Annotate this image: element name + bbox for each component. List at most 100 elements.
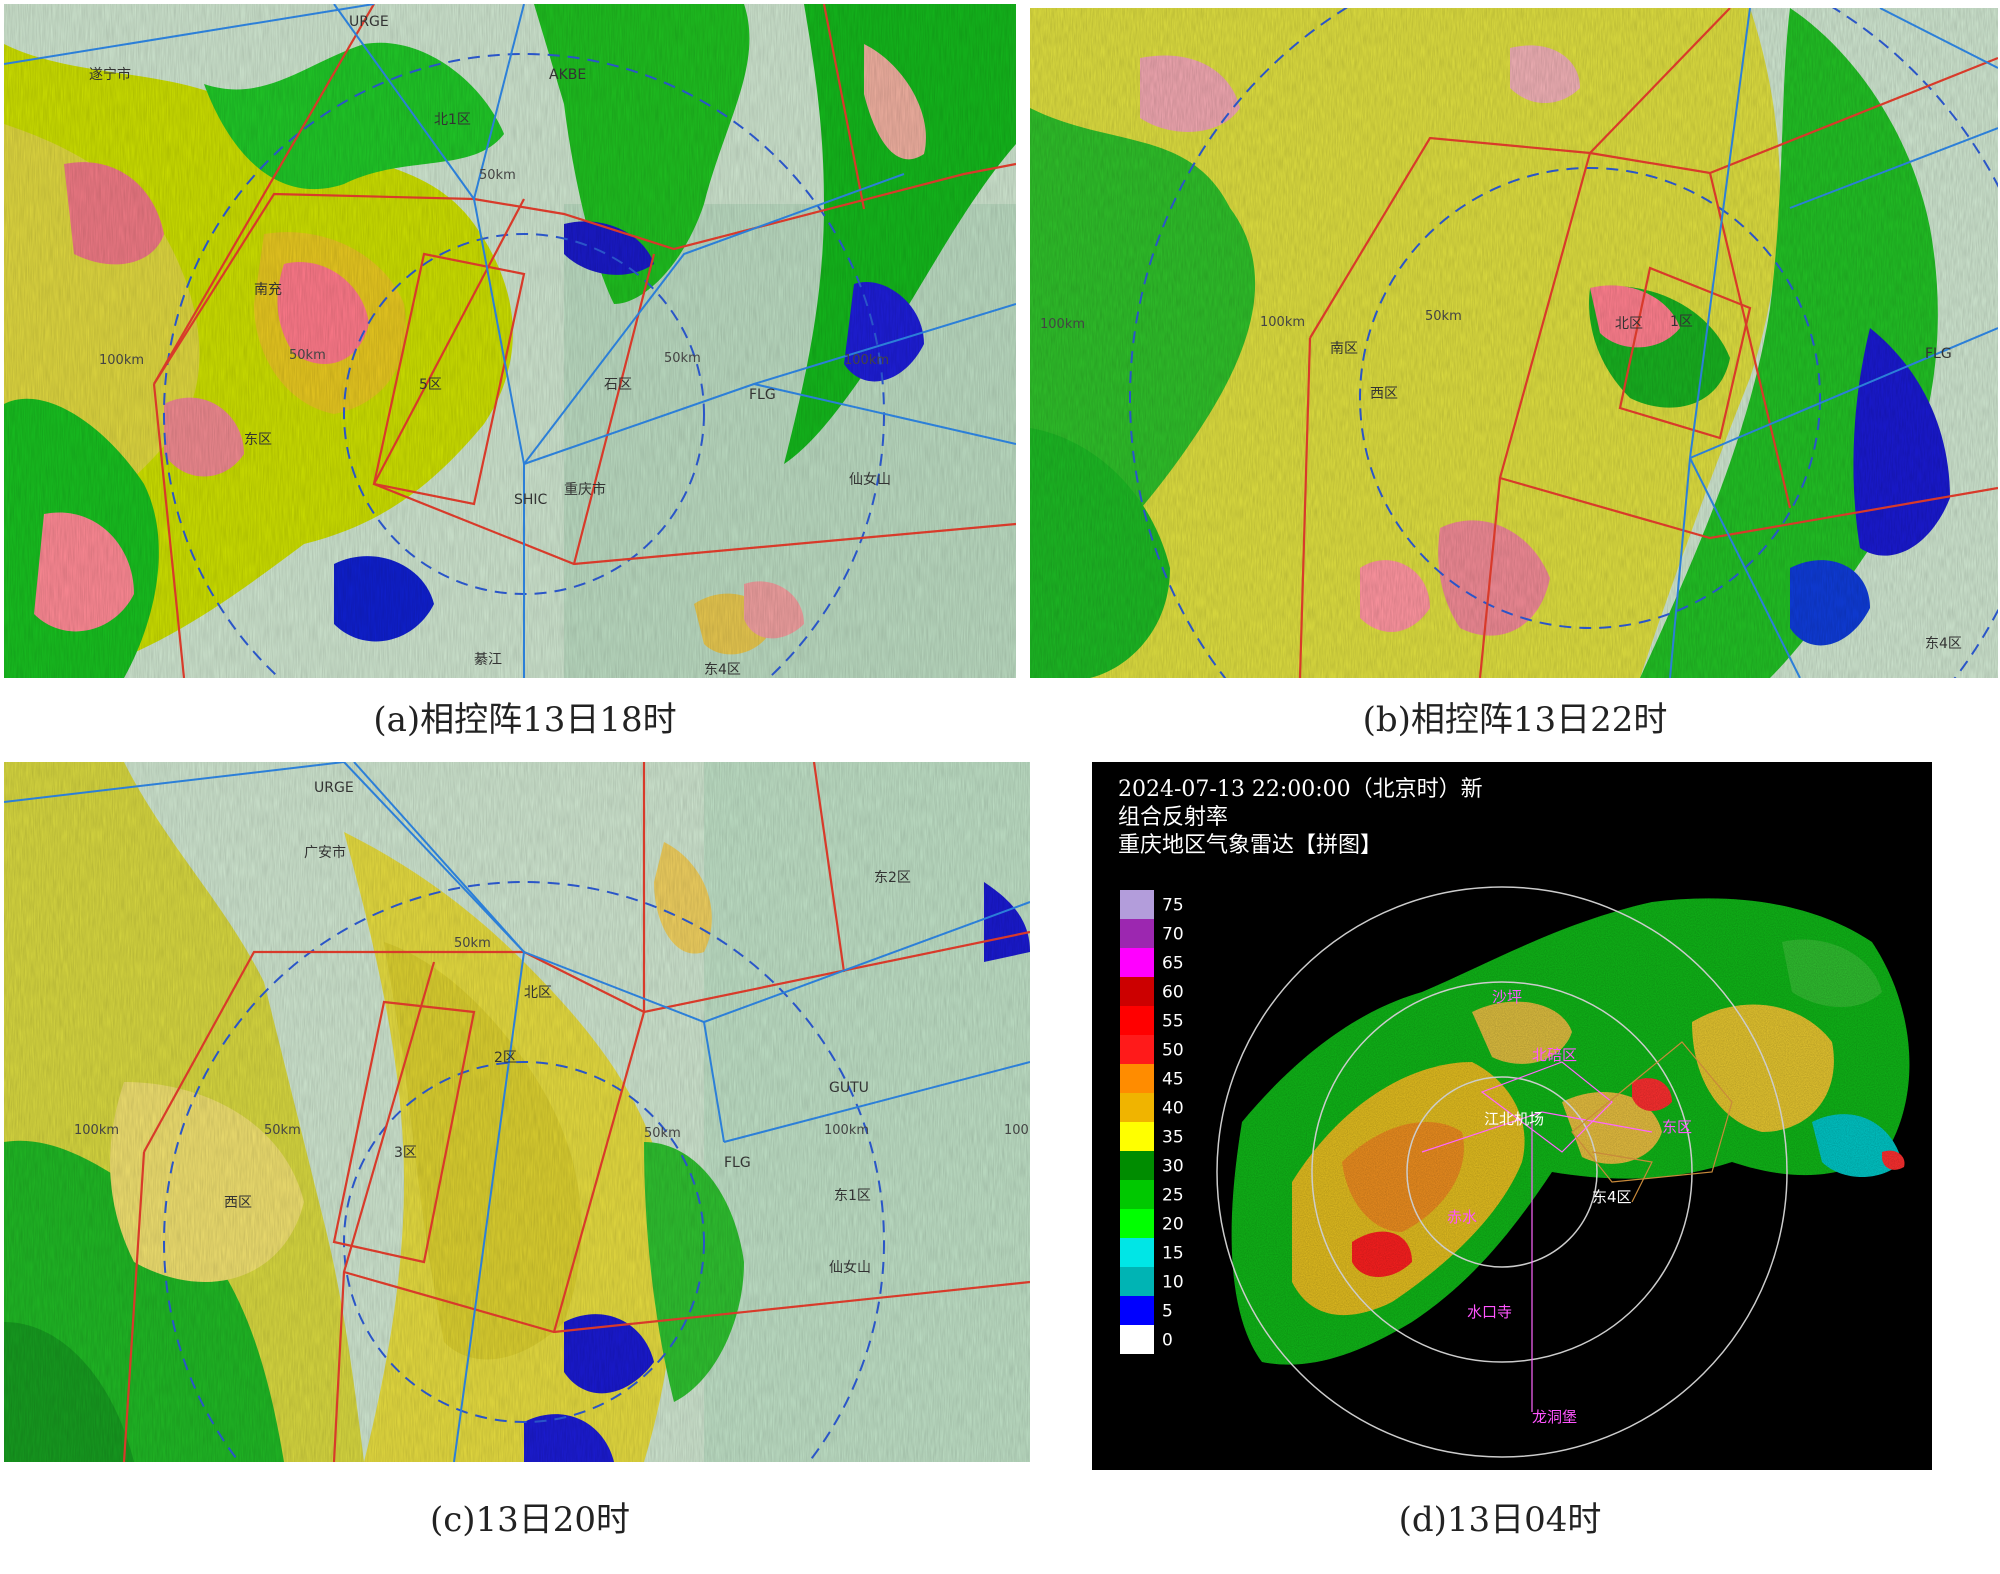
legend-value: 45: [1162, 1070, 1184, 1090]
zone-lines: [1571, 1041, 1733, 1203]
caption-d: (d)13日04时: [1398, 1500, 1602, 1540]
legend-swatch: [1120, 1006, 1154, 1035]
range-label: 100km: [1004, 1123, 1030, 1138]
range-label: 50km: [289, 348, 326, 363]
range-rings: [163, 881, 885, 1462]
site-label: 赤水: [1447, 1208, 1477, 1226]
range-label: 100km: [844, 353, 889, 368]
caption-a: (a)相控阵13日18时: [373, 700, 677, 740]
range-label: 100km: [1040, 317, 1085, 332]
place-label: 綦江: [474, 652, 502, 668]
radar-panel-d: 2024-07-13 22:00:00（北京时）新 组合反射率 重庆地区气象雷达…: [1092, 762, 1932, 1470]
place-labels-c: URGE 广安市 东2区 50km 北区 2区 GUTU 100km FLG 东…: [74, 780, 911, 1276]
range-label: 100km: [1260, 315, 1305, 330]
legend-value: 35: [1162, 1128, 1184, 1148]
place-labels-b: 南区 北区 西区 1区 东4区 FLG: [1330, 314, 1962, 652]
place-label: 50km: [264, 1123, 301, 1138]
place-label: GUTU: [829, 1080, 869, 1096]
legend-value: 70: [1162, 925, 1184, 945]
site-label: 江北机场: [1484, 1110, 1544, 1128]
radar-network: [1669, 8, 1998, 678]
place-label: 南充: [254, 282, 282, 298]
legend-value: 75: [1162, 896, 1184, 916]
site-label: 北碚区: [1532, 1046, 1577, 1064]
place-label: AKBE: [549, 67, 586, 83]
place-label: 重庆市: [564, 481, 606, 498]
radar-image-d: 2024-07-13 22:00:00（北京时）新 组合反射率 重庆地区气象雷达…: [1092, 762, 1932, 1470]
site-label: 龙洞堡: [1532, 1408, 1577, 1426]
site-label: 沙坪: [1492, 988, 1522, 1006]
place-label: 遂宁市: [89, 66, 131, 83]
legend-value: 60: [1162, 983, 1184, 1003]
legend-swatch: [1120, 1267, 1154, 1296]
place-label: 100km: [824, 1123, 869, 1138]
legend-swatch: [1120, 977, 1154, 1006]
legend-swatch: [1120, 1151, 1154, 1180]
legend-swatch: [1120, 1296, 1154, 1325]
range-label: 50km: [664, 351, 701, 366]
legend-value: 0: [1162, 1331, 1173, 1351]
place-label: 1区: [1670, 314, 1693, 330]
place-label: 石区: [604, 377, 632, 393]
place-label: URGE: [314, 780, 354, 796]
legend-swatch: [1120, 1209, 1154, 1238]
place-label: 100km: [74, 1123, 119, 1138]
place-label: 5区: [419, 377, 442, 393]
radar-image-c: URGE 广安市 东2区 50km 北区 2区 GUTU 100km FLG 东…: [4, 762, 1030, 1462]
place-label: 3区: [394, 1145, 417, 1161]
legend-value: 50: [1162, 1041, 1184, 1061]
caption-b: (b)相控阵13日22时: [1362, 700, 1668, 740]
place-label: 西区: [224, 1195, 252, 1211]
radar-network: [4, 4, 1016, 678]
place-label: 2区: [494, 1050, 517, 1066]
caption-c: (c)13日20时: [429, 1500, 631, 1540]
place-label: 南区: [1330, 341, 1358, 357]
legend-value: 30: [1162, 1157, 1184, 1177]
legend-value: 20: [1162, 1215, 1184, 1235]
range-label: 50km: [479, 168, 516, 183]
legend-swatch: [1120, 1238, 1154, 1267]
range-label: 100km: [99, 353, 144, 368]
place-label: 北区: [524, 985, 552, 1001]
radar-image-a: URGE 遂宁市 AKBE 北1区 南充 5区 SHIC 重庆市 石区 FLG …: [4, 4, 1016, 678]
legend-swatch: [1120, 948, 1154, 977]
place-label: FLG: [1925, 346, 1952, 362]
legend-value: 15: [1162, 1244, 1184, 1264]
place-label: 50km: [454, 936, 491, 951]
legend-swatch: [1120, 1180, 1154, 1209]
legend-value: 10: [1162, 1273, 1184, 1293]
legend-value: 5: [1162, 1302, 1173, 1322]
range-label: 50km: [1425, 309, 1462, 324]
place-label: URGE: [349, 14, 389, 30]
range-rings: [1216, 886, 1788, 1458]
place-label: 广安市: [304, 844, 346, 861]
place-label: SHIC: [514, 492, 548, 508]
place-label: FLG: [724, 1155, 751, 1171]
legend-swatch: [1120, 890, 1154, 919]
site-label: 东4区: [1592, 1188, 1632, 1206]
place-label: 东区: [244, 432, 272, 448]
legend-value: 25: [1162, 1186, 1184, 1206]
boundary-lines: [1421, 1061, 1653, 1412]
zone-boundaries: [1298, 8, 1998, 678]
legend-swatch: [1120, 1093, 1154, 1122]
legend-swatch: [1120, 1325, 1154, 1354]
site-label: 水口寺: [1467, 1303, 1512, 1321]
radar-image-b: 南区 北区 西区 1区 东4区 FLG 100km 50km 100km: [1030, 8, 1998, 678]
place-label: 北区: [1615, 316, 1643, 332]
site-label: 东区: [1662, 1118, 1692, 1136]
place-label: 仙女山: [849, 471, 891, 488]
header-line-1: 2024-07-13 22:00:00（北京时）新: [1118, 777, 1483, 802]
place-label: 东4区: [1925, 636, 1962, 652]
legend-value: 40: [1162, 1099, 1184, 1119]
place-label: 东4区: [704, 662, 741, 678]
zone-boundaries: [152, 4, 1016, 678]
legend-swatch: [1120, 1035, 1154, 1064]
legend-value: 65: [1162, 954, 1184, 974]
header-line-2: 组合反射率: [1118, 805, 1228, 830]
place-label: 北1区: [434, 112, 471, 128]
legend-swatch: [1120, 1122, 1154, 1151]
header-line-3: 重庆地区气象雷达【拼图】: [1118, 833, 1382, 858]
radar-network: [4, 762, 1030, 1462]
